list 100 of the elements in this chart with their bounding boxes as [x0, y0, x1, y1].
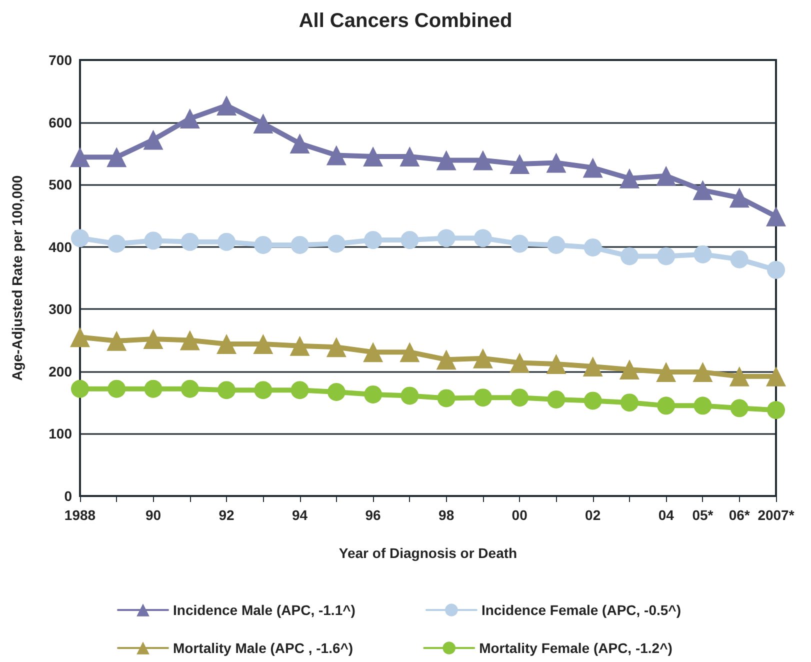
point — [327, 234, 346, 253]
x-tick-label: 94 — [292, 507, 308, 523]
y-tick-label: 300 — [48, 301, 72, 318]
point — [144, 380, 162, 398]
point — [216, 334, 237, 354]
point — [474, 229, 492, 248]
point — [730, 250, 748, 268]
point — [694, 245, 712, 264]
point — [218, 232, 236, 251]
x-tick-label: 05* — [692, 507, 714, 523]
point — [767, 401, 785, 420]
point — [474, 388, 492, 407]
x-tick-label: 98 — [438, 507, 454, 523]
point — [71, 229, 89, 248]
y-tick-label: 200 — [48, 363, 72, 380]
point — [108, 380, 126, 398]
point — [400, 146, 420, 167]
y-tick-label: 500 — [48, 176, 72, 193]
point — [364, 231, 382, 249]
point — [547, 390, 566, 408]
point — [766, 206, 786, 226]
legend-label: Mortality Male (APC , -1.6^) — [173, 640, 354, 656]
legend-label: Incidence Female (APC, -0.5^) — [481, 602, 682, 618]
point — [290, 236, 309, 254]
point — [106, 330, 127, 351]
point — [619, 168, 640, 188]
y-tick-label: 700 — [48, 52, 72, 68]
x-tick-label: 06* — [728, 507, 750, 523]
legend-label: Mortality Female (APC, -1.2^) — [479, 640, 672, 656]
x-axis-title: Year of Diagnosis or Death — [338, 545, 518, 561]
x-tick-label: 02 — [585, 507, 601, 523]
point — [472, 348, 493, 368]
point — [254, 236, 272, 254]
point — [437, 229, 456, 248]
point — [253, 334, 274, 354]
point — [729, 188, 750, 208]
point — [582, 158, 603, 178]
point — [254, 381, 272, 400]
point — [656, 166, 676, 186]
point — [692, 362, 713, 382]
x-tick-label: 1988 — [64, 507, 96, 523]
y-tick-label: 100 — [48, 426, 72, 442]
point — [253, 114, 274, 134]
point — [510, 352, 530, 373]
y-tick-label: 0 — [64, 488, 72, 504]
point — [657, 396, 676, 415]
x-tick-label: 00 — [512, 507, 528, 523]
point — [216, 95, 237, 116]
point — [108, 234, 126, 253]
point — [143, 130, 164, 150]
point — [326, 337, 346, 358]
point — [436, 150, 456, 170]
point — [657, 247, 676, 266]
y-axis-title: Age-Adjusted Rate per 100,000 — [9, 175, 25, 381]
point — [290, 336, 310, 356]
point — [767, 260, 785, 279]
point — [582, 356, 603, 376]
point — [180, 108, 200, 129]
x-tick-label: 96 — [365, 507, 382, 523]
point — [71, 380, 89, 398]
point — [546, 152, 566, 173]
point — [106, 147, 127, 168]
legend-label: Incidence Male (APC, -1.1^) — [173, 602, 356, 618]
point — [510, 388, 529, 407]
chart-title: All Cancers Combined — [298, 10, 512, 32]
point — [143, 329, 164, 350]
point — [218, 381, 236, 400]
x-tick-label: 92 — [218, 507, 235, 523]
point — [584, 392, 602, 410]
point — [656, 362, 676, 382]
x-tick-label: 90 — [145, 507, 162, 523]
point — [180, 232, 199, 251]
point — [327, 382, 346, 401]
point — [472, 150, 493, 170]
point — [694, 396, 712, 415]
point — [729, 366, 750, 386]
point — [70, 147, 90, 168]
point — [547, 236, 566, 254]
point — [730, 399, 748, 418]
point — [436, 350, 456, 370]
point — [290, 133, 310, 154]
point — [326, 145, 346, 166]
x-tick-label: 2007* — [758, 507, 795, 523]
point — [619, 360, 640, 380]
point — [363, 146, 384, 167]
point — [363, 342, 384, 362]
point — [620, 394, 638, 412]
point — [400, 386, 419, 405]
point — [584, 238, 602, 256]
point — [70, 327, 90, 348]
point — [180, 330, 200, 350]
point — [692, 180, 713, 200]
point — [766, 366, 786, 386]
point — [180, 380, 199, 398]
y-tick-label: 600 — [48, 114, 72, 130]
point — [510, 234, 529, 253]
point — [364, 385, 382, 404]
x-tick-label: 04 — [658, 507, 674, 523]
point — [620, 247, 638, 266]
point — [437, 389, 456, 408]
